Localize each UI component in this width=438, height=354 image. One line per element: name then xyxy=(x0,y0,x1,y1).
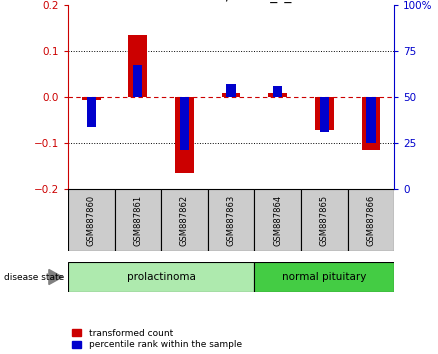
Text: GSM887861: GSM887861 xyxy=(133,195,142,246)
Legend: transformed count, percentile rank within the sample: transformed count, percentile rank withi… xyxy=(72,329,242,349)
Text: GSM887864: GSM887864 xyxy=(273,195,282,246)
Bar xyxy=(366,97,375,143)
Bar xyxy=(68,262,254,292)
Text: GSM887866: GSM887866 xyxy=(367,195,375,246)
Bar xyxy=(114,189,161,251)
Polygon shape xyxy=(49,269,63,285)
Bar xyxy=(254,189,301,251)
Bar xyxy=(361,97,380,150)
Bar xyxy=(161,189,208,251)
Text: prolactinoma: prolactinoma xyxy=(127,272,195,282)
Bar xyxy=(348,189,394,251)
Bar xyxy=(226,84,236,97)
Bar xyxy=(222,93,240,97)
Bar xyxy=(180,97,189,150)
Bar xyxy=(268,93,287,97)
Text: GSM887862: GSM887862 xyxy=(180,195,189,246)
Bar xyxy=(320,97,329,132)
Bar xyxy=(82,97,100,100)
Bar xyxy=(128,35,147,97)
Bar xyxy=(133,65,142,97)
Text: disease state: disease state xyxy=(4,273,65,281)
Bar xyxy=(68,189,114,251)
Bar xyxy=(273,86,283,97)
Text: GSM887860: GSM887860 xyxy=(87,195,95,246)
Text: normal pituitary: normal pituitary xyxy=(282,272,367,282)
Bar xyxy=(175,97,194,173)
Text: GSM887863: GSM887863 xyxy=(226,195,236,246)
Bar xyxy=(315,97,334,130)
Bar xyxy=(301,189,348,251)
Bar xyxy=(254,262,394,292)
Bar xyxy=(87,97,96,127)
Bar xyxy=(208,189,254,251)
Text: GSM887865: GSM887865 xyxy=(320,195,329,246)
Title: GDS4859 / 1859_s_at: GDS4859 / 1859_s_at xyxy=(156,0,306,3)
